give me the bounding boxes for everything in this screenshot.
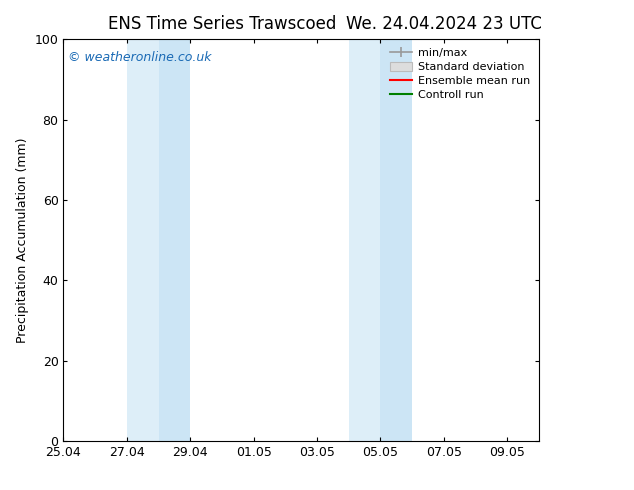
Text: We. 24.04.2024 23 UTC: We. 24.04.2024 23 UTC [346,15,541,33]
Bar [349,39,380,441]
Bar [380,39,412,441]
Text: © weatheronline.co.uk: © weatheronline.co.uk [68,51,212,64]
Bar [158,39,190,441]
Bar [127,39,158,441]
Y-axis label: Precipitation Accumulation (mm): Precipitation Accumulation (mm) [16,137,29,343]
Text: ENS Time Series Trawscoed: ENS Time Series Trawscoed [108,15,336,33]
Legend: min/max, Standard deviation, Ensemble mean run, Controll run: min/max, Standard deviation, Ensemble me… [387,45,533,103]
